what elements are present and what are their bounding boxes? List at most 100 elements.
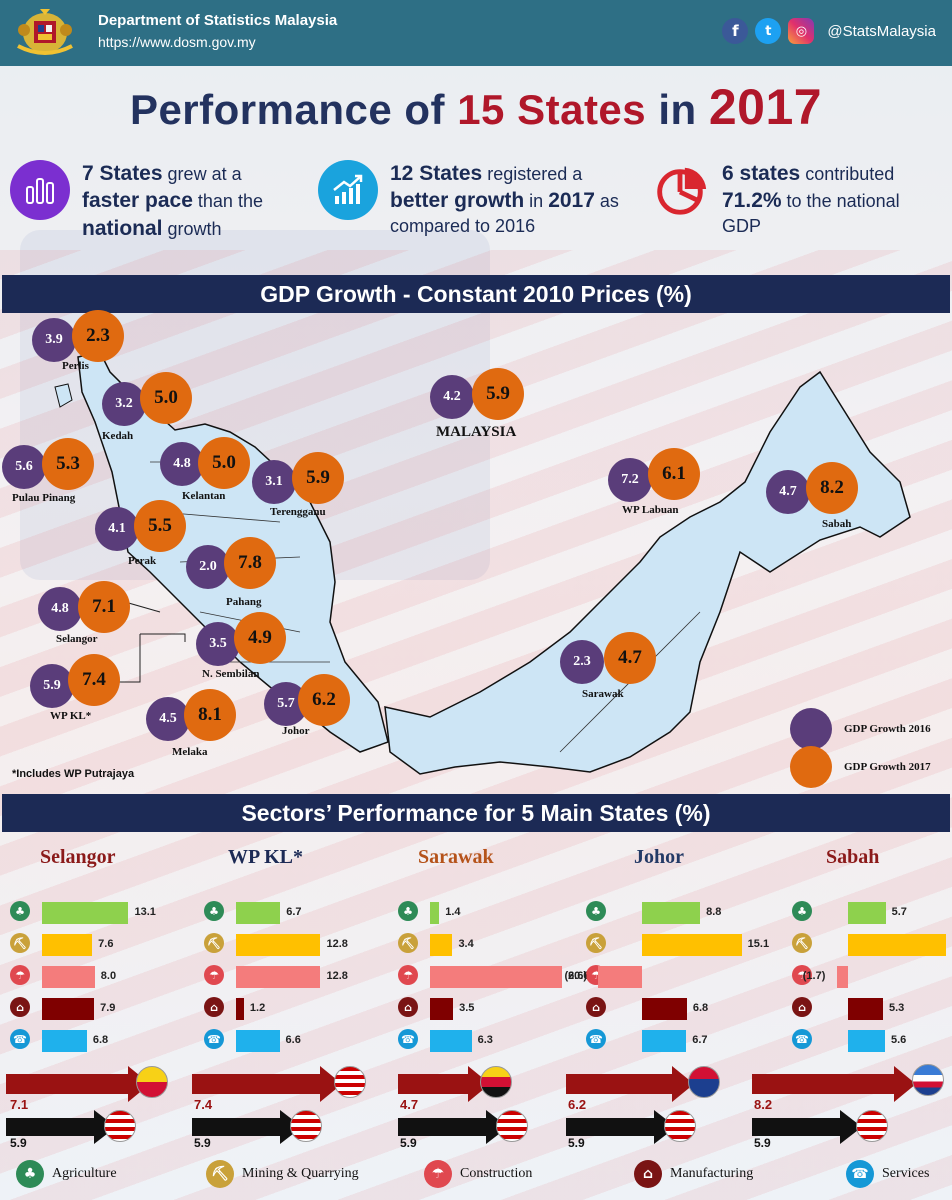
stat3-text3: GDP bbox=[722, 215, 762, 236]
pahang-2017-bubble: 7.8 bbox=[224, 537, 276, 589]
title-states: 15 States bbox=[457, 86, 647, 133]
manufacturing-icon: ⌂ bbox=[204, 997, 224, 1017]
legend-services-label: Services bbox=[882, 1166, 930, 1181]
sector-row-mining: ⛏ 7.6 bbox=[6, 932, 192, 956]
sector-row-construction: ☂ (6.6) bbox=[564, 964, 768, 988]
sector-value-agriculture: 13.1 bbox=[134, 906, 156, 918]
sector-value-services: 6.3 bbox=[477, 1034, 493, 1046]
mining-icon: ⛏ bbox=[586, 933, 606, 953]
wpkl-state-growth: 7.4 bbox=[194, 1097, 213, 1112]
johor-state-growth: 6.2 bbox=[568, 1097, 587, 1112]
instagram-icon[interactable]: ◎ bbox=[788, 18, 815, 44]
panel-title-johor: Johor bbox=[634, 846, 684, 868]
growth-chart-icon bbox=[318, 160, 378, 220]
sarawak-label: Sarawak bbox=[582, 688, 624, 700]
stat2-text1: registered a bbox=[482, 164, 583, 184]
twitter-icon[interactable]: t bbox=[755, 18, 782, 44]
malaysia-flag-icon bbox=[104, 1110, 136, 1142]
sector-bar-services bbox=[430, 1030, 472, 1052]
manufacturing-icon: ⌂ bbox=[792, 997, 812, 1017]
org-url-link[interactable]: https://www.dosm.gov.my bbox=[98, 34, 256, 50]
perlis-2016-bubble: 3.9 bbox=[32, 318, 76, 362]
sarawak-2016-bubble: 2.3 bbox=[560, 640, 604, 684]
sector-panel-johor: ♣ 8.8 ⛏ 15.1 ☂ (6.6) ⌂ 6.8 ☎ 6.7 bbox=[564, 900, 769, 1052]
selangor-national-growth: 5.9 bbox=[10, 1136, 27, 1150]
mining-icon: ⛏ bbox=[792, 933, 812, 953]
johor-label: Johor bbox=[282, 725, 310, 737]
stat-contribution: 6 states contributed 71.2% to the nation… bbox=[650, 160, 942, 238]
legend-agriculture-label: Agriculture bbox=[52, 1166, 117, 1181]
terengganu-2017-bubble: 5.9 bbox=[292, 452, 344, 504]
malaysia-flag-icon bbox=[856, 1110, 888, 1142]
johor-2017-bubble: 6.2 bbox=[298, 674, 350, 726]
sector-value-construction: 8.0 bbox=[100, 970, 117, 982]
sector-bar-agriculture bbox=[848, 902, 886, 924]
sector-value-construction: (6.6) bbox=[564, 970, 588, 982]
selangor-2016-bubble: 4.8 bbox=[38, 587, 82, 631]
sector-row-agriculture: ♣ 5.7 bbox=[788, 900, 952, 924]
sector-row-manufacturing: ⌂ 5.3 bbox=[788, 996, 952, 1020]
kedah-label: Kedah bbox=[102, 430, 134, 442]
services-icon: ☎ bbox=[586, 1029, 606, 1049]
perak-2017-bubble: 5.5 bbox=[134, 500, 186, 552]
title-prefix: Performance of bbox=[129, 86, 458, 133]
sector-bar-mining bbox=[42, 934, 93, 956]
legend-services: ☎ Services bbox=[846, 1160, 929, 1188]
johor-state-arrow bbox=[566, 1066, 694, 1102]
stat3-text1: contributed bbox=[800, 164, 895, 184]
n-sembilan-label: N. Sembilan bbox=[202, 668, 260, 680]
legend-2016-swatch bbox=[790, 708, 832, 750]
stat1-text2: than the bbox=[192, 191, 263, 212]
facebook-icon[interactable]: f bbox=[722, 18, 749, 44]
sector-bar-construction bbox=[598, 966, 642, 988]
sector-bar-services bbox=[236, 1030, 280, 1052]
panel-title-wp-kl: WP KL* bbox=[228, 846, 304, 868]
sector-row-construction: ☂ 20.0 bbox=[394, 964, 589, 988]
legend-2016: GDP Growth 2016 bbox=[790, 708, 931, 750]
sector-value-agriculture: 5.7 bbox=[891, 906, 907, 918]
pulau-pinang-2016-bubble: 5.6 bbox=[2, 445, 46, 489]
selangor-2017-bubble: 7.1 bbox=[78, 581, 130, 633]
stat2-text2: in bbox=[524, 191, 549, 212]
sabah-national-arrow bbox=[752, 1110, 862, 1144]
johor-national-growth: 5.9 bbox=[568, 1136, 585, 1150]
malaysia-2017-bubble: 5.9 bbox=[472, 368, 524, 420]
stat2-text3: as compared to 2016 bbox=[390, 191, 619, 236]
manufacturing-icon: ⌂ bbox=[398, 997, 418, 1017]
social-links: f t ◎ @StatsMalaysia bbox=[722, 18, 936, 44]
sarawak-state-arrow bbox=[398, 1066, 490, 1102]
mining-icon: ⛏ bbox=[204, 933, 224, 953]
wpkl-flag-icon bbox=[334, 1066, 366, 1098]
mining-icon: ⛏ bbox=[398, 933, 418, 953]
sector-value-manufacturing: 6.8 bbox=[692, 1002, 709, 1014]
social-handle[interactable]: @StatsMalaysia bbox=[827, 22, 936, 40]
wpkl-state-arrow bbox=[192, 1066, 342, 1102]
sector-legend: ♣ Agriculture ⛏ Mining & Quarrying ☂ Con… bbox=[0, 1160, 952, 1192]
bar-chart-icon bbox=[10, 160, 70, 220]
sector-bar-mining bbox=[642, 934, 742, 956]
sector-row-mining: ⛏ 15.1 bbox=[582, 932, 769, 956]
sabah-national-growth: 5.9 bbox=[754, 1136, 771, 1150]
perak-2016-bubble: 4.1 bbox=[95, 507, 139, 551]
legend-manufacturing: ⌂ Manufacturing bbox=[634, 1160, 753, 1188]
sarawak-flag-icon bbox=[480, 1066, 512, 1098]
legend-construction: ☂ Construction bbox=[424, 1160, 532, 1188]
sector-bar-manufacturing bbox=[848, 998, 883, 1020]
malaysia-label: MALAYSIA bbox=[436, 424, 517, 440]
sector-bar-agriculture bbox=[642, 902, 701, 924]
pulau-pinang-label: Pulau Pinang bbox=[12, 492, 76, 504]
legend-construction-label: Construction bbox=[460, 1166, 533, 1181]
gdp-footnote: *Includes WP Putrajaya bbox=[12, 768, 135, 780]
terengganu-label: Terengganu bbox=[270, 506, 326, 518]
legend-2016-label: GDP Growth 2016 bbox=[844, 723, 931, 735]
sector-bar-agriculture bbox=[236, 902, 281, 924]
agriculture-icon: ♣ bbox=[16, 1160, 44, 1188]
sector-row-agriculture: ♣ 6.7 bbox=[200, 900, 386, 924]
selangor-state-arrow bbox=[6, 1066, 150, 1102]
malaysia-flag-icon bbox=[664, 1110, 696, 1142]
page-title: Performance of 15 States in 2017 bbox=[0, 78, 952, 136]
selangor-flag-icon bbox=[136, 1066, 168, 1098]
selangor-national-arrow bbox=[6, 1110, 116, 1144]
legend-2017-label: GDP Growth 2017 bbox=[844, 761, 931, 773]
stat2-bold3: 2017 bbox=[548, 189, 595, 213]
